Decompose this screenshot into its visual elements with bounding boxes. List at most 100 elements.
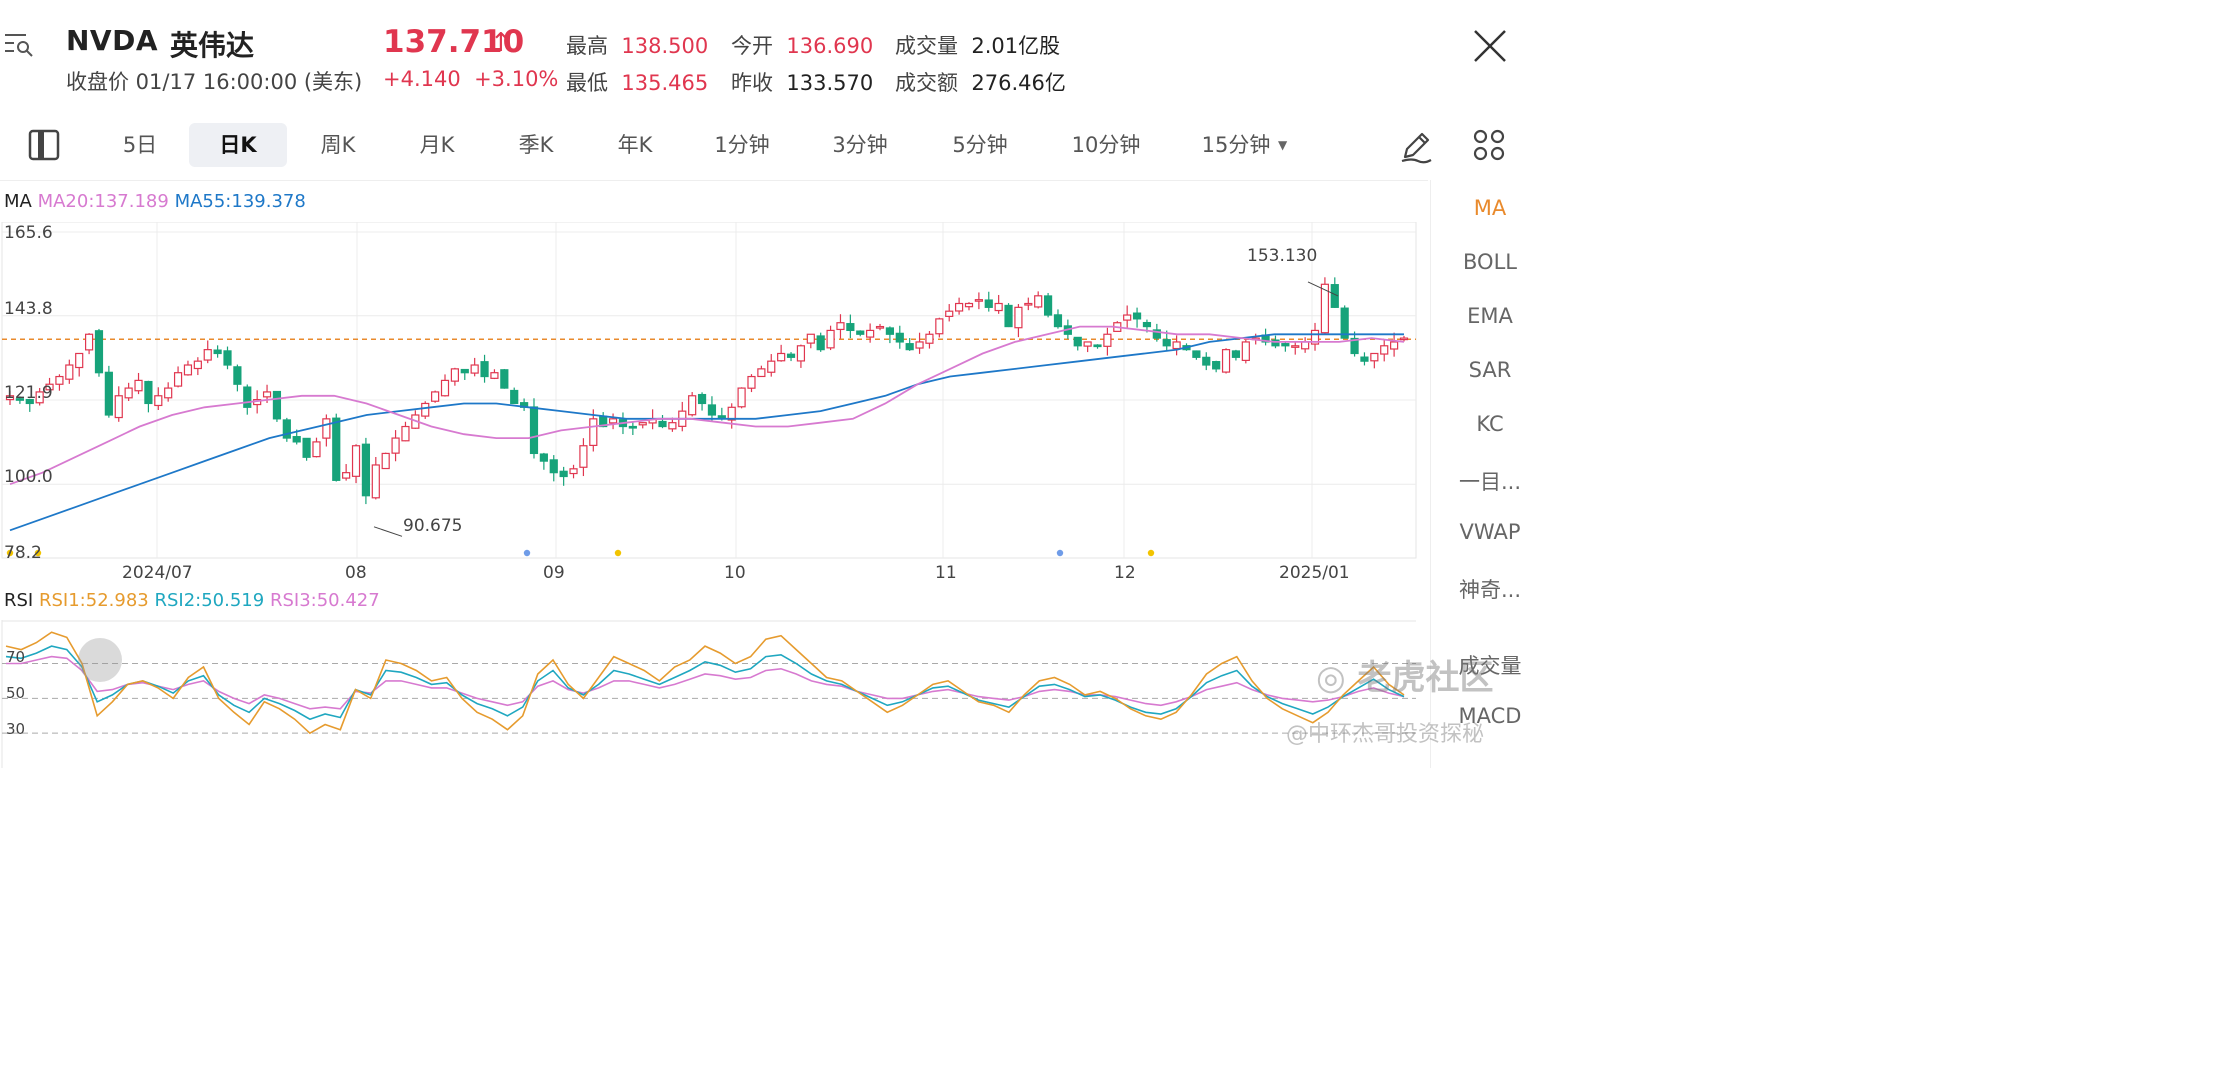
event-dot bbox=[614, 549, 622, 557]
indicator-vwap[interactable]: VWAP bbox=[1459, 520, 1521, 544]
event-dot bbox=[6, 549, 14, 557]
candle-up bbox=[262, 391, 272, 398]
tab-yearly-k[interactable]: 年K bbox=[617, 133, 653, 157]
rsi1-value: RSI1:52.983 bbox=[38, 590, 149, 611]
candle-down bbox=[213, 349, 222, 355]
indicator-macd[interactable]: MACD bbox=[1458, 704, 1522, 728]
chevron-down-icon[interactable]: ▼ bbox=[1278, 138, 1288, 152]
candle-up bbox=[1172, 341, 1181, 350]
tab-monthly-k[interactable]: 月K bbox=[419, 133, 455, 157]
candle-up bbox=[470, 364, 479, 374]
tab-5-min[interactable]: 5分钟 bbox=[952, 133, 1008, 157]
crosshair-handle[interactable] bbox=[78, 638, 122, 682]
tab-daily-k[interactable]: 日K bbox=[189, 123, 287, 167]
stat-label: 昨收 bbox=[731, 71, 773, 95]
candle-up bbox=[65, 364, 74, 380]
candle-up bbox=[688, 395, 697, 416]
candle-down bbox=[559, 470, 568, 478]
ma55-value: MA55:139.378 bbox=[174, 191, 306, 212]
tab-5-day[interactable]: 5日 bbox=[122, 133, 158, 157]
candle-down bbox=[15, 398, 24, 401]
chart-frame bbox=[1, 222, 1417, 559]
candle-up bbox=[777, 352, 786, 362]
candle-up bbox=[75, 352, 84, 369]
stat-value: 135.465 bbox=[621, 71, 709, 95]
candle-up bbox=[381, 452, 390, 470]
stat-high: 最高 138.500 bbox=[566, 30, 708, 60]
stat-value: 133.570 bbox=[786, 71, 874, 95]
candle-down bbox=[697, 393, 707, 405]
candle-down bbox=[1043, 295, 1053, 316]
indicator-magic[interactable]: 神奇... bbox=[1458, 578, 1522, 602]
candlestick-chart[interactable] bbox=[0, 222, 1420, 562]
candle-up bbox=[490, 372, 499, 379]
candle-down bbox=[1073, 336, 1082, 347]
candle-down bbox=[144, 380, 153, 405]
tab-weekly-k[interactable]: 周K bbox=[320, 133, 356, 157]
indicator-ichimoku[interactable]: 一目... bbox=[1458, 470, 1522, 494]
candle-up bbox=[450, 368, 459, 382]
stat-prev-close: 昨收 133.570 bbox=[731, 67, 873, 97]
candle-down bbox=[1004, 304, 1013, 328]
indicator-volume[interactable]: 成交量 bbox=[1458, 654, 1522, 678]
candle-down bbox=[233, 366, 242, 385]
stat-label: 最低 bbox=[566, 71, 608, 95]
candle-down bbox=[1330, 284, 1339, 308]
tab-10-min[interactable]: 10分钟 bbox=[1071, 133, 1141, 157]
event-dot bbox=[1056, 549, 1064, 557]
candle-up bbox=[915, 341, 924, 349]
candle-up bbox=[964, 302, 974, 308]
ma-legend: MA MA20:137.189 MA55:139.378 bbox=[4, 191, 306, 212]
close-icon[interactable] bbox=[1470, 26, 1510, 66]
indicator-boll[interactable]: BOLL bbox=[1463, 250, 1517, 274]
candle-up bbox=[55, 375, 64, 385]
list-search-icon[interactable] bbox=[4, 30, 34, 60]
candle-up bbox=[569, 468, 578, 475]
tab-15-min[interactable]: 15分钟 bbox=[1201, 133, 1271, 157]
candle-down bbox=[529, 406, 539, 455]
rsi2-value: RSI2:50.519 bbox=[154, 590, 265, 611]
candle-down bbox=[302, 437, 311, 458]
candle-up bbox=[1241, 341, 1250, 361]
candle-down bbox=[1360, 356, 1369, 362]
candle-up bbox=[668, 422, 677, 430]
candle-down bbox=[1192, 350, 1201, 358]
indicator-ma[interactable]: MA bbox=[1473, 196, 1507, 220]
rsi3-value: RSI3:50.427 bbox=[269, 590, 380, 611]
watermark-author: @中环杰哥投资探秘 bbox=[1286, 722, 1485, 747]
watermark-brand-text: 老虎社区 bbox=[1357, 658, 1494, 698]
indicator-sar[interactable]: SAR bbox=[1468, 358, 1512, 382]
candle-up bbox=[727, 406, 736, 421]
change-percent: +3.10% bbox=[474, 67, 559, 91]
tab-1-min[interactable]: 1分钟 bbox=[714, 133, 770, 157]
ma20-value: MA20:137.189 bbox=[37, 191, 169, 212]
x-tick-label: 2025/01 bbox=[1279, 563, 1350, 583]
candle-down bbox=[500, 369, 509, 389]
last-price: 137.710 bbox=[383, 24, 525, 60]
candle-up bbox=[638, 422, 647, 426]
ticker-symbol: NVDA bbox=[66, 24, 159, 57]
rsi-chart[interactable] bbox=[0, 620, 1420, 768]
candle-up bbox=[1103, 333, 1112, 347]
candle-down bbox=[272, 390, 282, 420]
candle-up bbox=[1301, 341, 1310, 350]
annotation-leader bbox=[1307, 281, 1339, 297]
indicator-kc[interactable]: KC bbox=[1476, 412, 1504, 436]
tab-3-min[interactable]: 3分钟 bbox=[832, 133, 888, 157]
candle-up bbox=[322, 418, 331, 439]
pencil-draw-icon[interactable] bbox=[1398, 128, 1434, 168]
y-tick-label: 100.0 bbox=[4, 467, 53, 487]
grid-menu-icon[interactable] bbox=[1472, 128, 1506, 166]
high-annotation: 153.130 bbox=[1247, 246, 1318, 266]
candle-down bbox=[1281, 343, 1290, 347]
candle-up bbox=[35, 391, 44, 404]
candle-down bbox=[1093, 344, 1102, 348]
event-dot bbox=[1147, 549, 1155, 557]
candle-up bbox=[84, 333, 94, 351]
indicator-ema[interactable]: EMA bbox=[1467, 304, 1513, 328]
candle-up bbox=[371, 464, 380, 499]
candle-up bbox=[1390, 341, 1399, 350]
layout-toggle-icon[interactable] bbox=[28, 129, 60, 165]
tab-quarterly-k[interactable]: 季K bbox=[518, 133, 554, 157]
candle-up bbox=[1380, 345, 1389, 355]
